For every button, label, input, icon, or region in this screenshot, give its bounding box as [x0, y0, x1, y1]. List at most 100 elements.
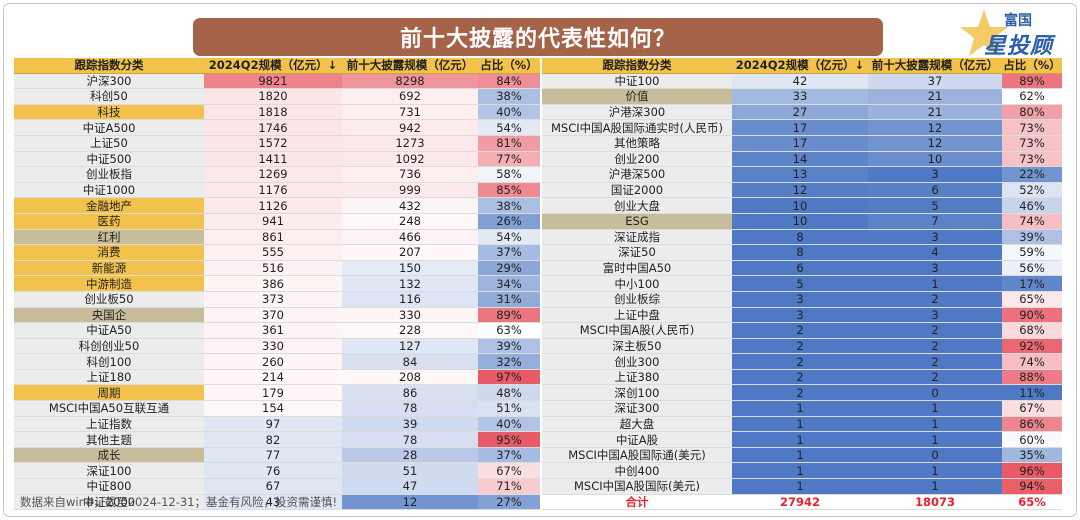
table-row: 深证50 8 4 59%: [542, 244, 1062, 261]
size-cell: 14: [732, 151, 868, 168]
ratio-cell: 35%: [1002, 447, 1062, 464]
table-row: 中证800 67 47 71%: [14, 478, 540, 495]
ratio-cell: 97%: [478, 369, 540, 386]
index-name-cell: 金融地产: [14, 197, 204, 214]
ratio-cell: 96%: [1002, 462, 1062, 480]
index-name-cell: 深证100: [14, 462, 204, 480]
ratio-cell: 40%: [478, 416, 540, 433]
disclosed-cell: 2: [868, 322, 1002, 339]
index-name-cell: 上证180: [14, 369, 204, 386]
index-name-cell: 科创创业50: [14, 338, 204, 355]
disclosed-cell: 731: [342, 104, 478, 121]
ratio-cell: 46%: [1002, 197, 1062, 214]
disclosed-cell: 248: [342, 213, 478, 230]
header-size[interactable]: 2024Q2规模（亿元）↓: [204, 58, 342, 74]
index-name-cell: 中证100: [542, 73, 732, 90]
table-row: 中证A股 1 1 60%: [542, 431, 1062, 448]
index-name-cell: 创业板指: [14, 166, 204, 183]
disclosed-cell: 3: [868, 166, 1002, 183]
size-cell: 2: [732, 338, 868, 355]
size-cell: 13: [732, 166, 868, 183]
disclosed-cell: 207: [342, 244, 478, 261]
index-name-cell: 中小100: [542, 275, 732, 292]
size-cell: 97: [204, 416, 342, 433]
index-name-cell: 上证指数: [14, 416, 204, 433]
disclosed-cell: 1: [868, 431, 1002, 448]
disclosed-cell: 1: [868, 400, 1002, 417]
table-row: 创业板指 1269 736 58%: [14, 166, 540, 183]
ratio-cell: 54%: [478, 229, 540, 246]
disclosed-cell: 78: [342, 431, 478, 448]
table-row: 科创创业50 330 127 39%: [14, 338, 540, 355]
header-size[interactable]: 2024Q2规模（亿元）↓: [732, 58, 868, 74]
size-cell: 1: [732, 400, 868, 417]
index-name-cell: 央国企: [14, 307, 204, 324]
table-row: 超大盘 1 1 86%: [542, 416, 1062, 433]
index-name-cell: 沪港深300: [542, 104, 732, 121]
disclosed-cell: 330: [342, 307, 478, 324]
index-name-cell: 中证A500: [14, 119, 204, 136]
table-row: 上证中盘 3 3 90%: [542, 307, 1062, 324]
table-row: 金融地产 1126 432 38%: [14, 197, 540, 214]
size-cell: 8: [732, 244, 868, 261]
table-row: 创业200 14 10 73%: [542, 151, 1062, 168]
index-name-cell: 科创100: [14, 353, 204, 370]
disclosed-cell: 12: [868, 119, 1002, 136]
disclosed-cell: 1273: [342, 135, 478, 152]
table-row: 中证500 1411 1092 77%: [14, 151, 540, 168]
disclosed-cell: 466: [342, 229, 478, 246]
total-disclosed: 18073: [868, 494, 1002, 511]
table-row: 沪港深500 13 3 22%: [542, 166, 1062, 183]
table-row: 医药 941 248 26%: [14, 213, 540, 230]
ratio-cell: 68%: [1002, 322, 1062, 339]
disclosed-cell: 1: [868, 478, 1002, 495]
table-row: 深主板50 2 2 92%: [542, 338, 1062, 355]
index-name-cell: 沪深300: [14, 73, 204, 90]
table-row: 其他主题 82 78 95%: [14, 431, 540, 448]
size-cell: 373: [204, 291, 342, 308]
table-row: 央国企 370 330 89%: [14, 307, 540, 324]
index-name-cell: 上证380: [542, 369, 732, 386]
index-name-cell: 创业大盘: [542, 197, 732, 214]
index-name-cell: 沪港深500: [542, 166, 732, 183]
disclosed-cell: 86: [342, 384, 478, 402]
index-name-cell: MSCI中国A股国际通(美元): [542, 447, 732, 464]
size-cell: 260: [204, 353, 342, 370]
index-name-cell: 创业板综: [542, 291, 732, 308]
size-cell: 5: [732, 275, 868, 292]
table-row: 科技 1818 731 40%: [14, 104, 540, 121]
index-name-cell: 深主板50: [542, 338, 732, 355]
disclosed-cell: 37: [868, 73, 1002, 90]
ratio-cell: 60%: [1002, 431, 1062, 448]
disclosed-cell: 116: [342, 291, 478, 308]
index-name-cell: 中证A股: [542, 431, 732, 448]
ratio-cell: 73%: [1002, 151, 1062, 168]
index-name-cell: MSCI中国A股国际通实时(人民币): [542, 119, 732, 136]
disclosed-cell: 6: [868, 182, 1002, 199]
disclosed-cell: 39: [342, 416, 478, 433]
size-cell: 861: [204, 229, 342, 246]
table-row: 沪深300 9821 8298 84%: [14, 73, 540, 90]
table-row: 富时中国A50 6 3 56%: [542, 260, 1062, 277]
table-row: MSCI中国A股国际通实时(人民币) 17 12 73%: [542, 119, 1062, 136]
ratio-cell: 17%: [1002, 275, 1062, 292]
table-row: 创业大盘 10 5 46%: [542, 197, 1062, 214]
disclosed-cell: 7: [868, 213, 1002, 230]
header-index: 跟踪指数分类: [542, 58, 732, 74]
index-name-cell: 创业200: [542, 151, 732, 168]
ratio-cell: 38%: [478, 88, 540, 105]
disclosed-cell: 4: [868, 244, 1002, 261]
size-cell: 2: [732, 353, 868, 370]
page-frame: [3, 3, 1077, 517]
header-ratio: 占比（%）: [1002, 58, 1062, 74]
header-index: 跟踪指数分类: [14, 58, 204, 74]
disclosed-cell: 2: [868, 291, 1002, 308]
disclosed-cell: 3: [868, 307, 1002, 324]
table-row: 深创100 2 0 11%: [542, 384, 1062, 402]
ratio-cell: 73%: [1002, 119, 1062, 136]
index-name-cell: 科技: [14, 104, 204, 121]
table-row: 其他策略 17 12 73%: [542, 135, 1062, 152]
size-cell: 17: [732, 119, 868, 136]
ratio-cell: 29%: [478, 260, 540, 277]
size-cell: 10: [732, 213, 868, 230]
